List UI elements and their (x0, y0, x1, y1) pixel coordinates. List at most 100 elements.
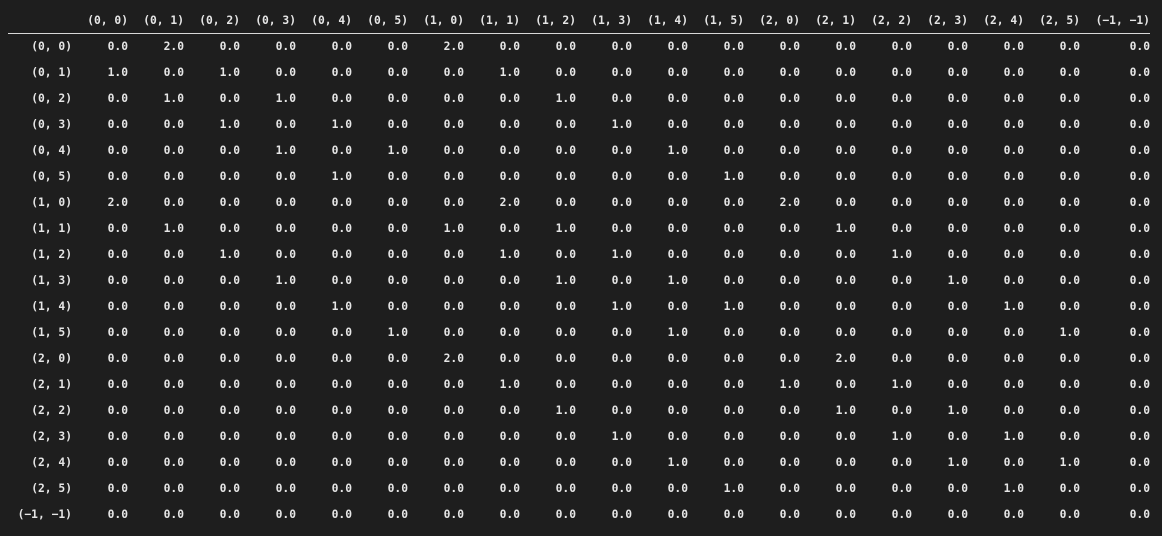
table-cell: 0.0 (611, 170, 632, 183)
table-cell: 0.0 (555, 352, 576, 365)
table-cell: 0.0 (107, 430, 128, 443)
table-cell: 2.0 (443, 352, 464, 365)
table-cell: 0.0 (387, 378, 408, 391)
table-cell: 0.0 (443, 404, 464, 417)
column-header: (0, 0) (72, 8, 128, 34)
table-cell: 1.0 (611, 118, 632, 131)
table-cell: 0.0 (499, 222, 520, 235)
table-cell: 1.0 (331, 118, 352, 131)
table-cell: 0.0 (779, 352, 800, 365)
column-header: (1, 3) (576, 8, 632, 34)
table-cell: 0.0 (499, 352, 520, 365)
table-cell: 1.0 (1059, 326, 1080, 339)
table-cell: 0.0 (387, 248, 408, 261)
row-index-label: (0, 3) (31, 118, 72, 131)
table-cell: 0.0 (835, 378, 856, 391)
table-cell: 1.0 (667, 456, 688, 469)
row-index-label: (1, 2) (31, 248, 72, 261)
table-row: (0, 3) 0.0 0.0 1.0 0.0 1.0 0.0 0.0 0.0 0.0 1.0 0.0 0… (8, 112, 1150, 138)
table-cell: 0.0 (555, 430, 576, 443)
table-cell: 1.0 (555, 92, 576, 105)
table-cell: 1.0 (163, 222, 184, 235)
table-cell: 0.0 (667, 378, 688, 391)
table-cell: 0.0 (275, 456, 296, 469)
table-cell: 0.0 (1129, 456, 1150, 469)
table-cell: 0.0 (779, 274, 800, 287)
table-cell: 0.0 (779, 118, 800, 131)
table-cell: 0.0 (499, 508, 520, 521)
table-cell: 0.0 (1003, 40, 1024, 54)
column-header: (0, 4) (296, 8, 352, 34)
table-cell: 1.0 (611, 248, 632, 261)
table-cell: 1.0 (667, 274, 688, 287)
table-cell: 0.0 (835, 196, 856, 209)
table-cell: 0.0 (891, 482, 912, 495)
table-body: (0, 0) 0.0 2.0 0.0 0.0 0.0 0.0 2.0 0.0 0.0 0.0 0.0 0… (8, 34, 1150, 528)
table-cell: 0.0 (443, 196, 464, 209)
table-cell: 0.0 (331, 378, 352, 391)
table-cell: 0.0 (163, 456, 184, 469)
table-cell: 0.0 (1003, 66, 1024, 79)
row-index-label: (0, 2) (31, 92, 72, 105)
row-index-label: (1, 0) (31, 196, 72, 209)
table-cell: 1.0 (219, 248, 240, 261)
table-cell: 0.0 (555, 456, 576, 469)
table-cell: 0.0 (779, 92, 800, 105)
table-cell: 1.0 (611, 430, 632, 443)
table-cell: 0.0 (611, 456, 632, 469)
table-cell: 0.0 (1059, 352, 1080, 365)
table-cell: 0.0 (275, 170, 296, 183)
table-cell: 1.0 (667, 144, 688, 157)
table-cell: 0.0 (723, 378, 744, 391)
table-cell: 0.0 (611, 326, 632, 339)
table-row: (0, 5) 0.0 0.0 0.0 0.0 1.0 0.0 0.0 0.0 0.0 0.0 0.0 1… (8, 164, 1150, 190)
table-row: (1, 1) 0.0 1.0 0.0 0.0 0.0 0.0 1.0 0.0 1.0 0.0 0.0 0… (8, 216, 1150, 242)
table-cell: 2.0 (107, 196, 128, 209)
table-row: (2, 4) 0.0 0.0 0.0 0.0 0.0 0.0 0.0 0.0 0.0 0.0 1.0 0… (8, 450, 1150, 476)
table-cell: 0.0 (163, 482, 184, 495)
table-cell: 0.0 (275, 300, 296, 313)
table-row: (−1, −1) 0.0 0.0 0.0 0.0 0.0 0.0 0.0 0.0 0.0 0.0 0.… (8, 502, 1150, 528)
table-cell: 0.0 (107, 92, 128, 105)
row-index-label: (2, 3) (31, 430, 72, 443)
table-cell: 0.0 (779, 430, 800, 443)
row-index-label: (−1, −1) (17, 508, 72, 521)
table-cell: 0.0 (219, 144, 240, 157)
table-cell: 0.0 (1059, 144, 1080, 157)
table-cell: 0.0 (1059, 430, 1080, 443)
table-cell: 0.0 (1129, 66, 1150, 79)
table-cell: 0.0 (499, 170, 520, 183)
table-cell: 0.0 (1129, 196, 1150, 209)
table-cell: 0.0 (275, 508, 296, 521)
table-cell: 0.0 (1003, 144, 1024, 157)
table-cell: 0.0 (667, 404, 688, 417)
table-row: (2, 0) 0.0 0.0 0.0 0.0 0.0 0.0 2.0 0.0 0.0 0.0 0.0 0… (8, 346, 1150, 372)
table-cell: 0.0 (275, 378, 296, 391)
table-cell: 1.0 (555, 222, 576, 235)
table-cell: 2.0 (499, 196, 520, 209)
table-cell: 0.0 (667, 300, 688, 313)
table-cell: 1.0 (723, 300, 744, 313)
column-header: (2, 3) (912, 8, 968, 34)
table-cell: 0.0 (891, 40, 912, 54)
table-cell: 0.0 (611, 40, 632, 54)
table-cell: 1.0 (219, 66, 240, 79)
table-cell: 1.0 (779, 378, 800, 391)
table-cell: 0.0 (499, 430, 520, 443)
table-cell: 1.0 (611, 300, 632, 313)
table-cell: 0.0 (611, 404, 632, 417)
table-cell: 0.0 (275, 404, 296, 417)
table-cell: 1.0 (555, 404, 576, 417)
table-cell: 0.0 (611, 222, 632, 235)
table-cell: 0.0 (779, 300, 800, 313)
table-cell: 0.0 (443, 378, 464, 391)
table-cell: 0.0 (723, 92, 744, 105)
table-cell: 0.0 (107, 456, 128, 469)
table-cell: 0.0 (163, 66, 184, 79)
table-cell: 0.0 (387, 430, 408, 443)
row-index-label: (1, 3) (31, 274, 72, 287)
table-cell: 0.0 (947, 378, 968, 391)
header-row: (0, 0) (0, 1) (0, 2) (0, 3) (0, 4) (0, 5) (1, … (8, 8, 1150, 34)
row-index-label: (1, 1) (31, 222, 72, 235)
table-cell: 0.0 (1129, 430, 1150, 443)
